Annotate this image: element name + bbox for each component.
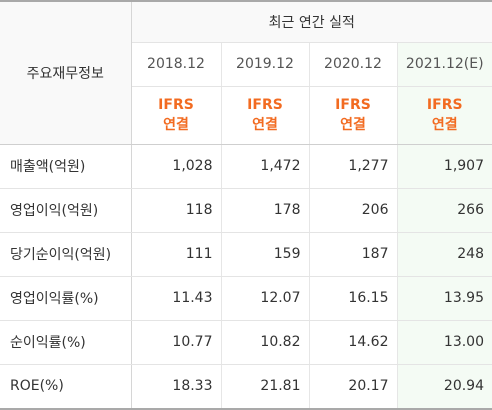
cell-value: 20.17 [309, 364, 397, 409]
row-label: 영업이익률(%) [0, 276, 131, 320]
cell-value: 178 [221, 188, 309, 232]
table-row: 매출액(억원) 1,028 1,472 1,277 1,907 [0, 144, 492, 188]
cell-value-estimate: 13.00 [397, 320, 492, 364]
row-label: 매출액(억원) [0, 144, 131, 188]
table-row: 순이익률(%) 10.77 10.82 14.62 13.00 [0, 320, 492, 364]
period-year: 2019.12 [221, 42, 309, 86]
table-row: ROE(%) 18.33 21.81 20.17 20.94 [0, 364, 492, 409]
header-row-section: 주요재무정보 최근 연간 실적 [0, 1, 492, 42]
cell-value: 187 [309, 232, 397, 276]
cell-value-estimate: 13.95 [397, 276, 492, 320]
basis-standard: IFRS [222, 95, 309, 115]
basis-scope: 연결 [398, 115, 492, 135]
table-row: 영업이익(억원) 118 178 206 266 [0, 188, 492, 232]
row-label: 순이익률(%) [0, 320, 131, 364]
table-row: 당기순이익(억원) 111 159 187 248 [0, 232, 492, 276]
table-row: 영업이익률(%) 11.43 12.07 16.15 13.95 [0, 276, 492, 320]
row-label: ROE(%) [0, 364, 131, 409]
cell-value: 11.43 [131, 276, 221, 320]
row-label: 영업이익(억원) [0, 188, 131, 232]
basis-scope: 연결 [310, 115, 397, 135]
period-year: 2020.12 [309, 42, 397, 86]
cell-value: 118 [131, 188, 221, 232]
cell-value: 111 [131, 232, 221, 276]
period-year-estimate: 2021.12(E) [397, 42, 492, 86]
cell-value-estimate: 266 [397, 188, 492, 232]
cell-value: 1,277 [309, 144, 397, 188]
basis-standard: IFRS [132, 95, 221, 115]
cell-value: 159 [221, 232, 309, 276]
cell-value: 16.15 [309, 276, 397, 320]
cell-value: 14.62 [309, 320, 397, 364]
cell-value-estimate: 248 [397, 232, 492, 276]
cell-value-estimate: 20.94 [397, 364, 492, 409]
basis-standard: IFRS [310, 95, 397, 115]
cell-value: 10.82 [221, 320, 309, 364]
basis-standard: IFRS [398, 95, 492, 115]
cell-value: 1,472 [221, 144, 309, 188]
cell-value: 1,028 [131, 144, 221, 188]
cell-value-estimate: 1,907 [397, 144, 492, 188]
section-title: 최근 연간 실적 [131, 1, 492, 42]
basis-scope: 연결 [132, 115, 221, 135]
cell-value: 10.77 [131, 320, 221, 364]
row-header-title: 주요재무정보 [0, 1, 131, 144]
row-label: 당기순이익(억원) [0, 232, 131, 276]
period-year: 2018.12 [131, 42, 221, 86]
cell-value: 206 [309, 188, 397, 232]
basis-scope: 연결 [222, 115, 309, 135]
cell-value: 21.81 [221, 364, 309, 409]
cell-value: 12.07 [221, 276, 309, 320]
cell-value: 18.33 [131, 364, 221, 409]
